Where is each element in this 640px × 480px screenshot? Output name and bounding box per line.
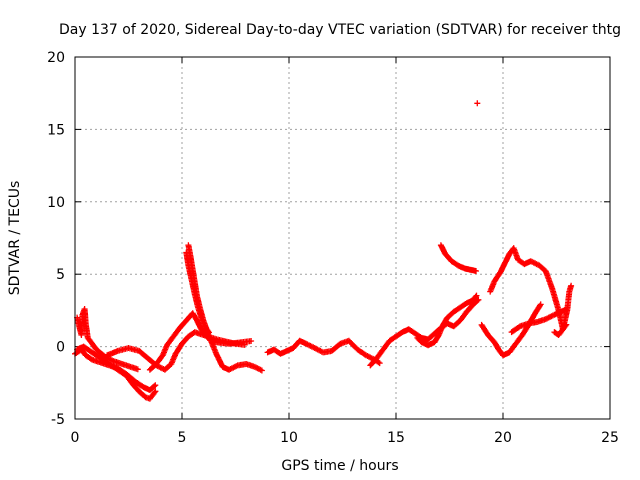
chart-title: Day 137 of 2020, Sidereal Day-to-day VTE… <box>59 22 621 38</box>
x-tick-label: 15 <box>387 430 405 446</box>
x-tick-label: 0 <box>71 430 80 446</box>
data-points <box>72 100 575 402</box>
marker-plus <box>183 249 265 374</box>
y-tick-label: 20 <box>47 50 65 66</box>
x-tick-label: 10 <box>280 430 298 446</box>
series-arc-7 <box>183 249 265 374</box>
x-tick-label: 25 <box>601 430 619 446</box>
y-tick-label: 0 <box>56 340 65 356</box>
series-arc-2 <box>74 343 159 402</box>
x-tick-label: 5 <box>178 430 187 446</box>
marker-plus <box>508 306 569 336</box>
y-tick-label: -5 <box>51 412 65 428</box>
marker-plus <box>74 306 141 373</box>
series-arc-10 <box>414 292 480 349</box>
series-arc-3 <box>74 306 141 373</box>
series-arc-15 <box>551 321 570 338</box>
plot-frame <box>74 56 611 420</box>
marker-plus <box>437 242 479 274</box>
y-tick-label: 15 <box>47 122 65 138</box>
x-axis-label: GPS time / hours <box>281 458 398 474</box>
y-axis-label: SDTVAR / TECUs <box>7 181 23 296</box>
marker-plus <box>551 321 570 338</box>
y-tick-label: 5 <box>56 267 65 283</box>
marker-plus <box>264 337 383 367</box>
series-arc-11 <box>437 242 479 274</box>
series-arc-8 <box>264 337 383 367</box>
grid-lines <box>75 57 610 419</box>
marker-plus <box>474 100 481 107</box>
series-arc-14 <box>508 306 569 336</box>
y-tick-label: 10 <box>47 195 65 211</box>
series-outlier <box>474 100 481 107</box>
marker-plus <box>74 343 159 402</box>
marker-plus <box>414 292 480 349</box>
x-tick-label: 20 <box>494 430 512 446</box>
